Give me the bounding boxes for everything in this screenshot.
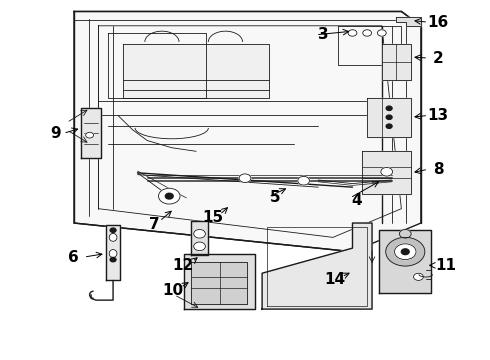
Polygon shape: [379, 230, 431, 293]
Text: 15: 15: [203, 210, 224, 225]
Text: 4: 4: [351, 193, 362, 208]
Circle shape: [165, 193, 173, 199]
Circle shape: [381, 167, 392, 176]
Ellipse shape: [109, 233, 117, 241]
Polygon shape: [106, 225, 121, 280]
Text: 14: 14: [324, 272, 345, 287]
Circle shape: [239, 174, 251, 183]
Text: 11: 11: [435, 258, 456, 273]
Text: 9: 9: [50, 126, 61, 141]
Circle shape: [110, 257, 116, 262]
Text: 7: 7: [149, 217, 160, 232]
Text: 5: 5: [270, 190, 281, 206]
Circle shape: [110, 228, 116, 232]
Circle shape: [386, 124, 392, 129]
Circle shape: [386, 237, 425, 266]
Circle shape: [401, 249, 409, 255]
Circle shape: [194, 242, 205, 251]
Polygon shape: [74, 12, 421, 252]
Circle shape: [194, 229, 205, 238]
Polygon shape: [191, 262, 247, 304]
Circle shape: [159, 188, 180, 204]
Circle shape: [386, 115, 392, 120]
Circle shape: [348, 30, 357, 36]
Circle shape: [399, 229, 411, 238]
Circle shape: [86, 132, 94, 138]
Text: 13: 13: [427, 108, 448, 123]
Polygon shape: [396, 17, 421, 26]
Polygon shape: [262, 223, 372, 309]
Text: 8: 8: [433, 162, 443, 177]
Circle shape: [386, 106, 392, 111]
Text: 6: 6: [68, 249, 78, 265]
Polygon shape: [184, 253, 255, 309]
Circle shape: [394, 244, 416, 260]
Text: 12: 12: [172, 258, 193, 273]
Text: 2: 2: [433, 50, 443, 66]
Polygon shape: [362, 151, 411, 194]
Text: 10: 10: [162, 283, 183, 298]
Polygon shape: [191, 221, 208, 255]
Polygon shape: [367, 98, 411, 137]
Polygon shape: [382, 44, 411, 80]
Circle shape: [363, 30, 371, 36]
Polygon shape: [123, 44, 270, 98]
Ellipse shape: [109, 249, 117, 257]
Text: 16: 16: [427, 15, 449, 30]
Text: 3: 3: [318, 27, 328, 42]
Circle shape: [298, 176, 310, 185]
Circle shape: [414, 273, 423, 280]
Polygon shape: [81, 108, 101, 158]
Circle shape: [377, 30, 386, 36]
